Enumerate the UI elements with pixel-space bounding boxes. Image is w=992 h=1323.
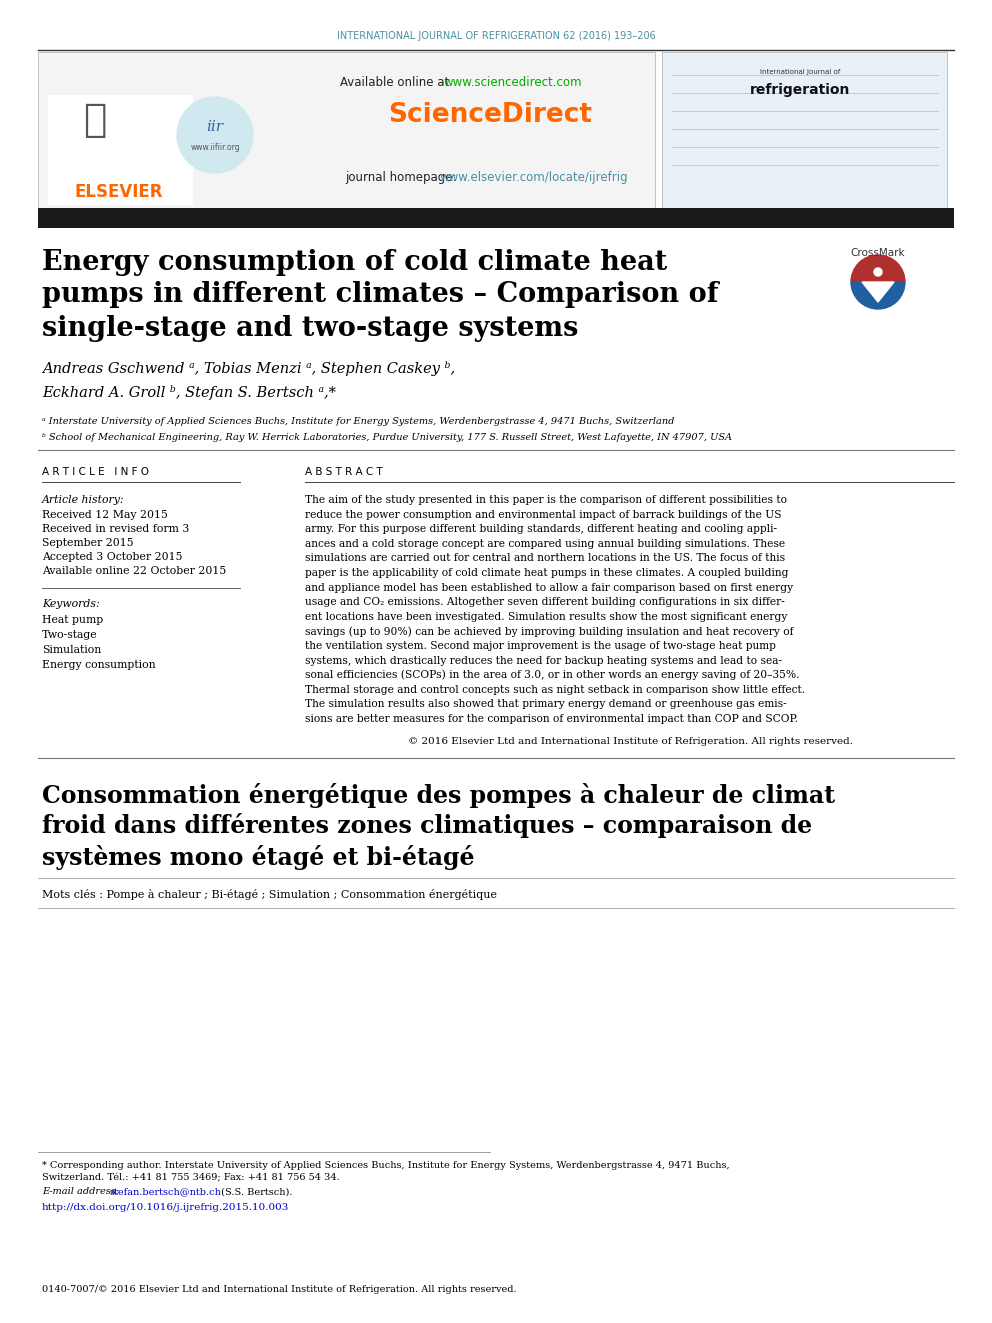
Text: Available online 22 October 2015: Available online 22 October 2015 bbox=[42, 566, 226, 576]
Text: ᵇ School of Mechanical Engineering, Ray W. Herrick Laboratories, Purdue Universi: ᵇ School of Mechanical Engineering, Ray … bbox=[42, 433, 732, 442]
Bar bbox=[48, 95, 193, 205]
Text: sonal efficiencies (SCOPs) in the area of 3.0, or in other words an energy savin: sonal efficiencies (SCOPs) in the area o… bbox=[305, 669, 800, 680]
Text: Two-stage: Two-stage bbox=[42, 630, 97, 640]
Text: iir: iir bbox=[206, 120, 223, 134]
Text: www.elsevier.com/locate/ijrefrig: www.elsevier.com/locate/ijrefrig bbox=[440, 172, 629, 184]
Text: Simulation: Simulation bbox=[42, 646, 101, 655]
Text: simulations are carried out for central and northern locations in the US. The fo: simulations are carried out for central … bbox=[305, 553, 785, 564]
Text: 🌳: 🌳 bbox=[83, 101, 107, 139]
Circle shape bbox=[177, 97, 253, 173]
Text: and appliance model has been established to allow a fair comparison based on fir: and appliance model has been established… bbox=[305, 582, 794, 593]
Text: A B S T R A C T: A B S T R A C T bbox=[305, 467, 383, 478]
Text: paper is the applicability of cold climate heat pumps in these climates. A coupl: paper is the applicability of cold clima… bbox=[305, 568, 789, 578]
Text: single-stage and two-stage systems: single-stage and two-stage systems bbox=[42, 315, 578, 341]
Text: army. For this purpose different building standards, different heating and cooli: army. For this purpose different buildin… bbox=[305, 524, 777, 534]
Text: www.iifiir.org: www.iifiir.org bbox=[190, 143, 240, 152]
Text: ᵃ Interstate University of Applied Sciences Buchs, Institute for Energy Systems,: ᵃ Interstate University of Applied Scien… bbox=[42, 418, 675, 426]
Text: The aim of the study presented in this paper is the comparison of different poss: The aim of the study presented in this p… bbox=[305, 495, 787, 505]
Text: © 2016 Elsevier Ltd and International Institute of Refrigeration. All rights res: © 2016 Elsevier Ltd and International In… bbox=[408, 737, 852, 746]
Text: Consommation énergétique des pompes à chaleur de climat: Consommation énergétique des pompes à ch… bbox=[42, 782, 835, 807]
Text: systèmes mono étagé et bi-étagé: systèmes mono étagé et bi-étagé bbox=[42, 844, 474, 869]
Text: ELSEVIER: ELSEVIER bbox=[75, 183, 164, 201]
Text: 0140-7007/© 2016 Elsevier Ltd and International Institute of Refrigeration. All : 0140-7007/© 2016 Elsevier Ltd and Intern… bbox=[42, 1286, 517, 1294]
Text: ScienceDirect: ScienceDirect bbox=[388, 102, 592, 128]
Text: pumps in different climates – Comparison of: pumps in different climates – Comparison… bbox=[42, 282, 718, 308]
Wedge shape bbox=[851, 255, 905, 282]
Text: journal homepage:: journal homepage: bbox=[345, 172, 460, 184]
Text: (S.S. Bertsch).: (S.S. Bertsch). bbox=[218, 1188, 293, 1196]
Text: ent locations have been investigated. Simulation results show the most significa: ent locations have been investigated. Si… bbox=[305, 611, 788, 622]
Text: Accepted 3 October 2015: Accepted 3 October 2015 bbox=[42, 552, 183, 562]
Text: Energy consumption: Energy consumption bbox=[42, 660, 156, 669]
Text: E-mail address:: E-mail address: bbox=[42, 1188, 122, 1196]
Text: Thermal storage and control concepts such as night setback in comparison show li: Thermal storage and control concepts suc… bbox=[305, 685, 806, 695]
Wedge shape bbox=[851, 282, 905, 310]
Text: CrossMark: CrossMark bbox=[851, 247, 906, 258]
Text: Received in revised form 3: Received in revised form 3 bbox=[42, 524, 189, 534]
Polygon shape bbox=[862, 282, 894, 302]
Text: Mots clés : Pompe à chaleur ; Bi-étagé ; Simulation ; Consommation énergétique: Mots clés : Pompe à chaleur ; Bi-étagé ;… bbox=[42, 889, 497, 900]
Text: refrigeration: refrigeration bbox=[750, 83, 850, 97]
Text: ances and a cold storage concept are compared using annual building simulations.: ances and a cold storage concept are com… bbox=[305, 538, 785, 549]
Text: Andreas Gschwend ᵃ, Tobias Menzi ᵃ, Stephen Caskey ᵇ,: Andreas Gschwend ᵃ, Tobias Menzi ᵃ, Step… bbox=[42, 360, 455, 376]
Text: reduce the power consumption and environmental impact of barrack buildings of th: reduce the power consumption and environ… bbox=[305, 509, 782, 520]
Text: the ventilation system. Second major improvement is the usage of two-stage heat : the ventilation system. Second major imp… bbox=[305, 642, 776, 651]
Text: Article history:: Article history: bbox=[42, 495, 125, 505]
Text: Heat pump: Heat pump bbox=[42, 615, 103, 624]
Text: http://dx.doi.org/10.1016/j.ijrefrig.2015.10.003: http://dx.doi.org/10.1016/j.ijrefrig.201… bbox=[42, 1204, 290, 1212]
Circle shape bbox=[874, 269, 882, 277]
Text: September 2015: September 2015 bbox=[42, 538, 134, 548]
Text: INTERNATIONAL JOURNAL OF REFRIGERATION 62 (2016) 193–206: INTERNATIONAL JOURNAL OF REFRIGERATION 6… bbox=[336, 30, 656, 41]
Text: sions are better measures for the comparison of environmental impact than COP an: sions are better measures for the compar… bbox=[305, 714, 798, 724]
Text: Eckhard A. Groll ᵇ, Stefan S. Bertsch ᵃ,*: Eckhard A. Groll ᵇ, Stefan S. Bertsch ᵃ,… bbox=[42, 385, 336, 401]
Text: A R T I C L E   I N F O: A R T I C L E I N F O bbox=[42, 467, 149, 478]
Text: stefan.bertsch@ntb.ch: stefan.bertsch@ntb.ch bbox=[110, 1188, 222, 1196]
Text: usage and CO₂ emissions. Altogether seven different building configurations in s: usage and CO₂ emissions. Altogether seve… bbox=[305, 597, 785, 607]
Text: www.sciencedirect.com: www.sciencedirect.com bbox=[443, 75, 581, 89]
Text: Switzerland. Tél.: +41 81 755 3469; Fax: +41 81 756 54 34.: Switzerland. Tél.: +41 81 755 3469; Fax:… bbox=[42, 1174, 339, 1183]
Text: The simulation results also showed that primary energy demand or greenhouse gas : The simulation results also showed that … bbox=[305, 700, 787, 709]
Text: * Corresponding author. Interstate University of Applied Sciences Buchs, Institu: * Corresponding author. Interstate Unive… bbox=[42, 1160, 730, 1170]
Text: International Journal of: International Journal of bbox=[760, 69, 840, 75]
Text: Received 12 May 2015: Received 12 May 2015 bbox=[42, 509, 168, 520]
Text: systems, which drastically reduces the need for backup heating systems and lead : systems, which drastically reduces the n… bbox=[305, 656, 782, 665]
Text: savings (up to 90%) can be achieved by improving building insulation and heat re: savings (up to 90%) can be achieved by i… bbox=[305, 626, 794, 636]
Text: Available online at: Available online at bbox=[340, 75, 453, 89]
Text: froid dans différentes zones climatiques – comparaison de: froid dans différentes zones climatiques… bbox=[42, 814, 812, 839]
Bar bbox=[38, 208, 954, 228]
Bar bbox=[38, 52, 655, 210]
Bar bbox=[662, 52, 947, 210]
Text: Energy consumption of cold climate heat: Energy consumption of cold climate heat bbox=[42, 249, 668, 275]
Text: Keywords:: Keywords: bbox=[42, 599, 99, 609]
